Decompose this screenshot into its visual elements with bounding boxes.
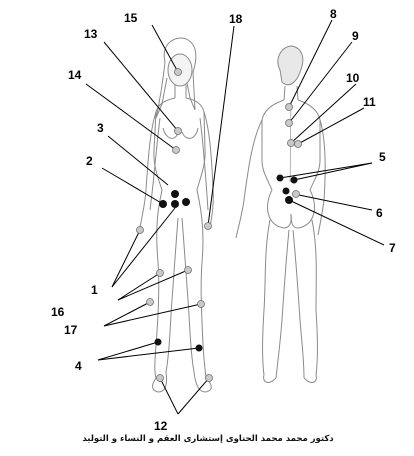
front-figure bbox=[139, 37, 214, 393]
points-shaded bbox=[136, 68, 302, 382]
point-7 bbox=[285, 196, 293, 204]
label-5: 5 bbox=[379, 150, 386, 164]
point-12a bbox=[156, 374, 164, 382]
leader-lines bbox=[85, 19, 385, 415]
point-6 bbox=[282, 187, 290, 195]
label-14: 14 bbox=[68, 68, 82, 82]
label-13: 13 bbox=[84, 27, 98, 41]
label-17: 17 bbox=[64, 323, 78, 337]
point-15 bbox=[174, 68, 182, 76]
point-16b bbox=[184, 266, 192, 274]
label-12: 12 bbox=[154, 419, 168, 433]
point-12b bbox=[205, 374, 213, 382]
point-10 bbox=[287, 139, 295, 147]
point-1 bbox=[171, 200, 179, 208]
label-9: 9 bbox=[352, 29, 359, 43]
point-3 bbox=[171, 190, 179, 198]
point-16a bbox=[156, 269, 164, 277]
points-solid bbox=[154, 174, 298, 352]
point-5b bbox=[290, 176, 298, 184]
label-7: 7 bbox=[389, 241, 396, 255]
point-11 bbox=[294, 140, 302, 148]
point-14 bbox=[172, 146, 180, 154]
point-1b bbox=[182, 198, 190, 206]
label-2: 2 bbox=[86, 154, 93, 168]
point-6b bbox=[292, 190, 300, 198]
label-15: 15 bbox=[124, 11, 138, 25]
label-1: 1 bbox=[91, 283, 98, 297]
label-18: 18 bbox=[229, 12, 243, 26]
point-1c bbox=[136, 226, 144, 234]
label-16: 16 bbox=[51, 305, 65, 319]
label-6: 6 bbox=[376, 206, 383, 220]
label-8: 8 bbox=[330, 7, 337, 21]
point-2 bbox=[159, 200, 167, 208]
label-4: 4 bbox=[75, 359, 82, 373]
point-4a bbox=[154, 338, 162, 346]
point-17a bbox=[146, 298, 154, 306]
point-17b bbox=[197, 300, 205, 308]
label-11: 11 bbox=[363, 95, 376, 109]
point-13 bbox=[174, 127, 182, 135]
author-caption: دكتور محمد محمد الحناوى إستشارى العقم و … bbox=[82, 434, 334, 444]
label-3: 3 bbox=[97, 121, 104, 135]
point-4b bbox=[195, 344, 203, 352]
number-labels: 15 18 8 13 9 14 10 11 3 5 2 6 7 1 16 17 … bbox=[51, 7, 396, 433]
point-18 bbox=[204, 222, 212, 230]
point-5a bbox=[276, 174, 284, 182]
point-8 bbox=[285, 103, 293, 111]
back-figure bbox=[235, 45, 326, 383]
label-10: 10 bbox=[346, 71, 360, 85]
point-9 bbox=[285, 119, 293, 127]
